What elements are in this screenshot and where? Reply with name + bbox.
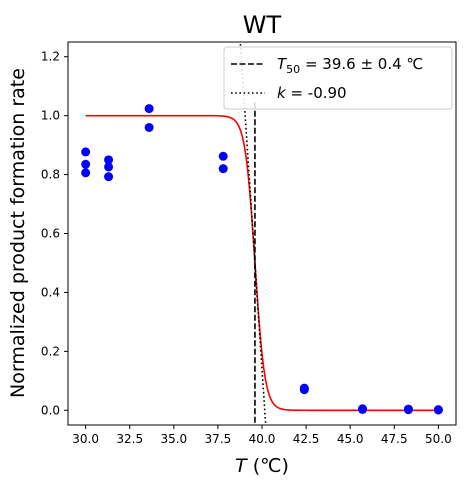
data-point [403, 405, 413, 415]
y-tick-label: 0.8 [41, 168, 60, 182]
data-point [81, 168, 91, 178]
data-point [104, 155, 114, 165]
x-tick-label: 35.0 [160, 432, 187, 446]
legend: T50 = 39.6 ± 0.4 ℃ k = -0.90 [223, 46, 453, 110]
data-point [104, 172, 114, 182]
y-tick-label: 1.2 [41, 50, 60, 64]
chart-title: WT [243, 11, 282, 39]
y-tick-label: 0.2 [41, 344, 60, 358]
data-point [81, 159, 91, 169]
data-point [81, 147, 91, 157]
y-tick-label: 1.0 [41, 109, 60, 123]
data-point [218, 151, 228, 161]
x-axis-ticks: 30.0 32.5 35.0 37.5 40.0 42.5 45.0 47.5 50.0 [72, 425, 452, 446]
x-tick-label: 50.0 [425, 432, 452, 446]
x-tick-label: 37.5 [205, 432, 232, 446]
y-tick-label: 0.0 [41, 403, 60, 417]
x-tick-label: 40.0 [249, 432, 276, 446]
x-tick-label: 47.5 [381, 432, 408, 446]
x-tick-label: 42.5 [293, 432, 320, 446]
y-axis-label: Normalized product formation rate [7, 68, 29, 398]
x-axis-label: T (℃) [235, 455, 289, 477]
y-tick-label: 0.6 [41, 227, 60, 241]
data-point [144, 104, 154, 114]
legend-t50-label: T50 = 39.6 ± 0.4 ℃ [277, 55, 423, 76]
fit-curve [85, 114, 439, 412]
data-point [218, 164, 228, 174]
y-axis-ticks: 0.0 0.2 0.4 0.6 0.8 1.0 1.2 [41, 50, 68, 417]
legend-box [223, 46, 453, 110]
x-tick-label: 32.5 [116, 432, 143, 446]
data-point [433, 405, 443, 415]
plot-area [81, 42, 443, 425]
data-point [358, 404, 368, 414]
data-points [81, 104, 443, 415]
data-point [104, 162, 114, 172]
x-tick-label: 30.0 [72, 432, 99, 446]
data-point [299, 385, 309, 395]
legend-slope-label: k = -0.90 [277, 84, 347, 102]
data-point [144, 122, 154, 132]
slope-tangent-line [239, 42, 267, 425]
x-tick-label: 45.0 [337, 432, 364, 446]
y-tick-label: 0.4 [41, 285, 60, 299]
